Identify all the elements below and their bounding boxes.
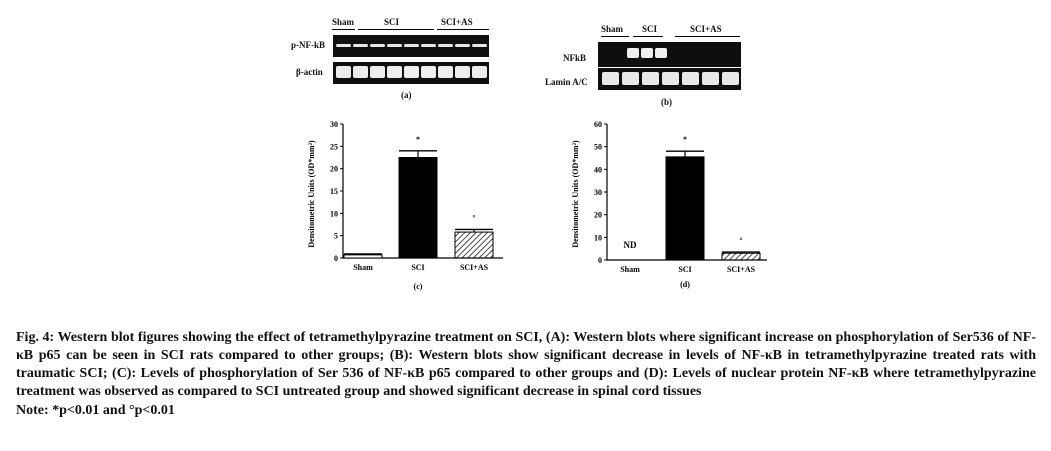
- blot-a-group-sham: Sham: [332, 17, 355, 27]
- chart-c-bar: [398, 157, 438, 259]
- blot-b-row-nfkb: NFkB: [563, 53, 587, 63]
- blot-a-group-sci: SCI: [384, 17, 400, 27]
- blot-band: [472, 66, 487, 78]
- chart-d-significance-marker: *: [683, 135, 687, 144]
- blot-band: [627, 48, 639, 58]
- blot-b-row-lamin: Lamin A/C: [545, 77, 588, 87]
- chart-c-significance-marker: °: [472, 213, 475, 222]
- chart-c-bar: [454, 231, 494, 259]
- blot-band: [336, 66, 351, 78]
- chart-d-ytick-label: 30: [594, 188, 602, 197]
- blot-band: [370, 44, 385, 47]
- blot-band: [655, 48, 667, 58]
- chart-d-ytick-label: 20: [594, 211, 602, 220]
- chart-d-xtick-label: SCI+AS: [727, 265, 756, 274]
- blot-b-group-line-sci: [633, 36, 663, 37]
- chart-d-xtick-label: SCI: [678, 265, 691, 274]
- blot-band: [702, 72, 719, 85]
- blot-b-group-line-sham: [601, 36, 629, 37]
- chart-c-ylabel: Densitometric Units (OD*mm²): [307, 140, 316, 248]
- chart-d-ytick-label: 40: [594, 165, 602, 174]
- blot-band: [602, 72, 619, 85]
- blot-band: [353, 44, 368, 47]
- figure-note: Note: *p<0.01 and °p<0.01: [16, 403, 175, 418]
- blot-a-group-line-sham: [332, 29, 355, 30]
- blot-band: [438, 66, 453, 78]
- panel-label-b: (b): [661, 97, 672, 107]
- chart-d-ylabel: Densitometric Units (OD*mm²): [571, 140, 580, 248]
- chart-d: Densitometric Units (OD*mm²) 0 10 20 30 40 50…: [571, 120, 767, 289]
- chart-c: Densitometric Units (OD*mm²) 0 5 10 15 20 25 3…: [307, 120, 503, 291]
- chart-d-plot: 0 10 20 30 40 50 60 ND Sham * SCI ° SCI+AS: [594, 120, 767, 274]
- panel-label-a: (a): [401, 90, 412, 100]
- blot-band: [722, 72, 739, 85]
- chart-c-xtick-label: SCI+AS: [460, 263, 489, 272]
- chart-c-ytick-label: 20: [330, 165, 338, 174]
- chart-d-ytick-label: 0: [598, 256, 602, 265]
- blot-band: [472, 44, 487, 47]
- blot-band: [455, 66, 470, 78]
- chart-c-ytick-label: 0: [334, 254, 338, 263]
- chart-d-significance-marker: °: [739, 236, 742, 245]
- chart-d-xtick-label: Sham: [620, 265, 640, 274]
- blot-b-group-line-sci-as: [675, 36, 740, 37]
- blot-band: [438, 44, 453, 47]
- blot-band: [404, 44, 419, 47]
- chart-c-xtick-label: Sham: [353, 263, 373, 272]
- chart-c-ytick-label: 10: [330, 209, 338, 218]
- blot-a-row-pnfkb: p-NF-kB: [291, 40, 326, 50]
- blot-b-group-sci: SCI: [642, 24, 658, 34]
- chart-c-bar: [343, 254, 383, 259]
- chart-d-ytick-label: 50: [594, 143, 602, 152]
- blot-band: [370, 66, 385, 78]
- blot-b-group-sci-as: SCI+AS: [690, 24, 722, 34]
- blot-band: [421, 44, 436, 47]
- chart-c-significance-marker: *: [416, 135, 420, 144]
- chart-d-bar: [665, 156, 705, 261]
- chart-c-xtick-label: SCI: [411, 263, 424, 272]
- blot-band: [353, 66, 368, 78]
- blot-a-group-line-sci-as: [437, 29, 489, 30]
- blot-a-row-actin: β-actin: [296, 67, 323, 77]
- chart-c-ytick-label: 25: [330, 142, 338, 151]
- blot-band: [641, 48, 653, 58]
- blot-band: [682, 72, 699, 85]
- chart-c-ytick-label: 30: [330, 120, 338, 129]
- blot-band: [404, 66, 419, 78]
- blot-band: [622, 72, 639, 85]
- chart-c-panel-label: (c): [414, 282, 423, 291]
- blot-a-group-line-sci: [358, 29, 434, 30]
- chart-d-value-label: ND: [624, 240, 637, 250]
- blot-band: [387, 66, 402, 78]
- blot-b-group-sham: Sham: [601, 24, 624, 34]
- blot-band: [387, 44, 402, 47]
- chart-d-panel-label: (d): [680, 280, 690, 289]
- blot-band: [421, 66, 436, 78]
- blot-band: [662, 72, 679, 85]
- blot-band: [642, 72, 659, 85]
- blot-band: [455, 44, 470, 47]
- figure-caption: Fig. 4: Western blot figures showing the…: [16, 330, 1036, 399]
- blot-b-membrane-nfkb: [598, 42, 741, 67]
- chart-c-plot: 0 5 10 15 20 25 30 Sham * SCI ° SCI+AS: [330, 120, 503, 272]
- blot-a-group-sci-as: SCI+AS: [441, 17, 473, 27]
- chart-c-ytick-label: 5: [334, 232, 338, 241]
- chart-d-ytick-label: 10: [594, 233, 602, 242]
- chart-c-ytick-label: 15: [330, 187, 338, 196]
- chart-d-bar: [721, 252, 761, 261]
- blot-band: [336, 44, 351, 47]
- chart-d-ytick-label: 60: [594, 120, 602, 129]
